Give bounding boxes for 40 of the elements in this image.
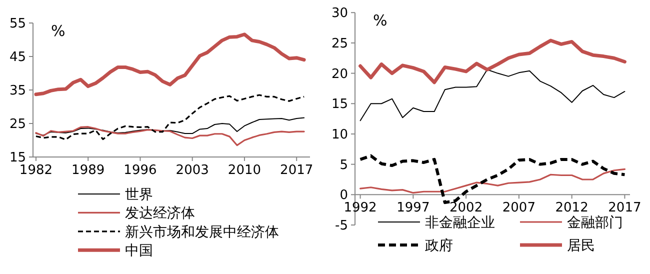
legend-label: 发达经济体	[125, 206, 195, 222]
line-series	[35, 94, 305, 140]
y-tick-label: 10	[331, 127, 348, 142]
line-series	[358, 38, 626, 84]
x-tick-label: 2017	[280, 163, 314, 178]
x-tick-label: 2017	[608, 200, 642, 216]
line-series	[35, 126, 305, 146]
legend-label: 居民	[567, 238, 595, 254]
y-tick-label: 25	[331, 36, 348, 52]
x-tick-label: 2010	[228, 163, 262, 178]
line-series	[360, 69, 626, 122]
x-tick-label: 1982	[19, 163, 53, 178]
x-tick-label: 2012	[555, 200, 588, 216]
y-tick-label: 15	[331, 97, 348, 112]
x-tick-label: 2007	[502, 200, 536, 216]
x-tick-label: 1992	[344, 200, 377, 216]
y-tick-label: 0	[340, 188, 348, 204]
x-tick-label: 1996	[124, 163, 157, 178]
y-tick-label: -5	[335, 218, 348, 234]
x-tick-label: 1989	[72, 163, 105, 178]
legend-label: 政府	[425, 238, 453, 254]
y-tick-label: 5	[340, 158, 348, 173]
y-tick-label: 55	[9, 16, 26, 32]
annotation: %	[373, 12, 388, 30]
y-tick-label: 30	[331, 6, 348, 22]
x-tick-label: 2002	[450, 200, 483, 216]
y-tick-label: 25	[9, 117, 26, 132]
y-tick-label: 20	[331, 66, 348, 82]
legend-label: 金融部门	[567, 215, 623, 231]
line-series	[359, 168, 626, 194]
legend-label: 世界	[125, 187, 153, 203]
y-tick-label: 45	[9, 50, 26, 65]
x-tick-label: 1997	[396, 200, 430, 216]
legend-label: 新兴市场和发展中经济体	[125, 224, 279, 240]
legend-label: 中国	[125, 243, 153, 260]
legend-label: 非金融企业	[425, 215, 495, 231]
x-tick-label: 2003	[176, 163, 209, 178]
annotation: %	[51, 22, 66, 40]
y-tick-label: 35	[9, 84, 26, 98]
y-tick-label: 15	[9, 150, 26, 166]
